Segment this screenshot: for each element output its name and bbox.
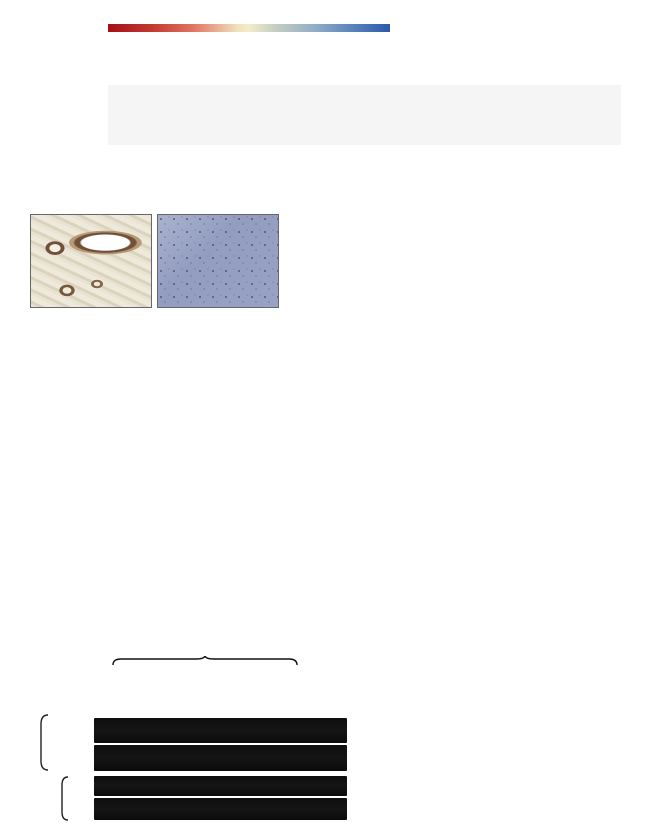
gel-msp-m (94, 776, 347, 796)
heatmap-group-strip (95, 85, 107, 145)
gel-drd2 (94, 718, 347, 743)
heatmap-colorscale-ticks (108, 0, 373, 23)
expression-boxplot (330, 208, 492, 383)
brace-icon (112, 656, 298, 666)
histology-image-bn (30, 214, 152, 308)
heatmap-grid (108, 85, 621, 145)
heatmap-colorscale-bar (108, 24, 390, 32)
heatmap-gene-labels (108, 33, 621, 84)
km-plot-her2 (228, 392, 440, 630)
histology-image-brca (157, 214, 279, 308)
gel-lane-labels (94, 653, 347, 715)
aza-bar-chart (400, 645, 658, 823)
km-plot-overall (14, 392, 226, 630)
heatmap-title (630, 22, 650, 150)
gel-msp-u (94, 798, 347, 820)
km-plot-luminala (436, 392, 648, 630)
gel-gapdh (94, 745, 347, 771)
groups-column-label (94, 37, 108, 84)
dendrogram (108, 146, 621, 181)
methylation-boxplot (494, 208, 658, 383)
gel-brackets-icon (40, 714, 69, 821)
